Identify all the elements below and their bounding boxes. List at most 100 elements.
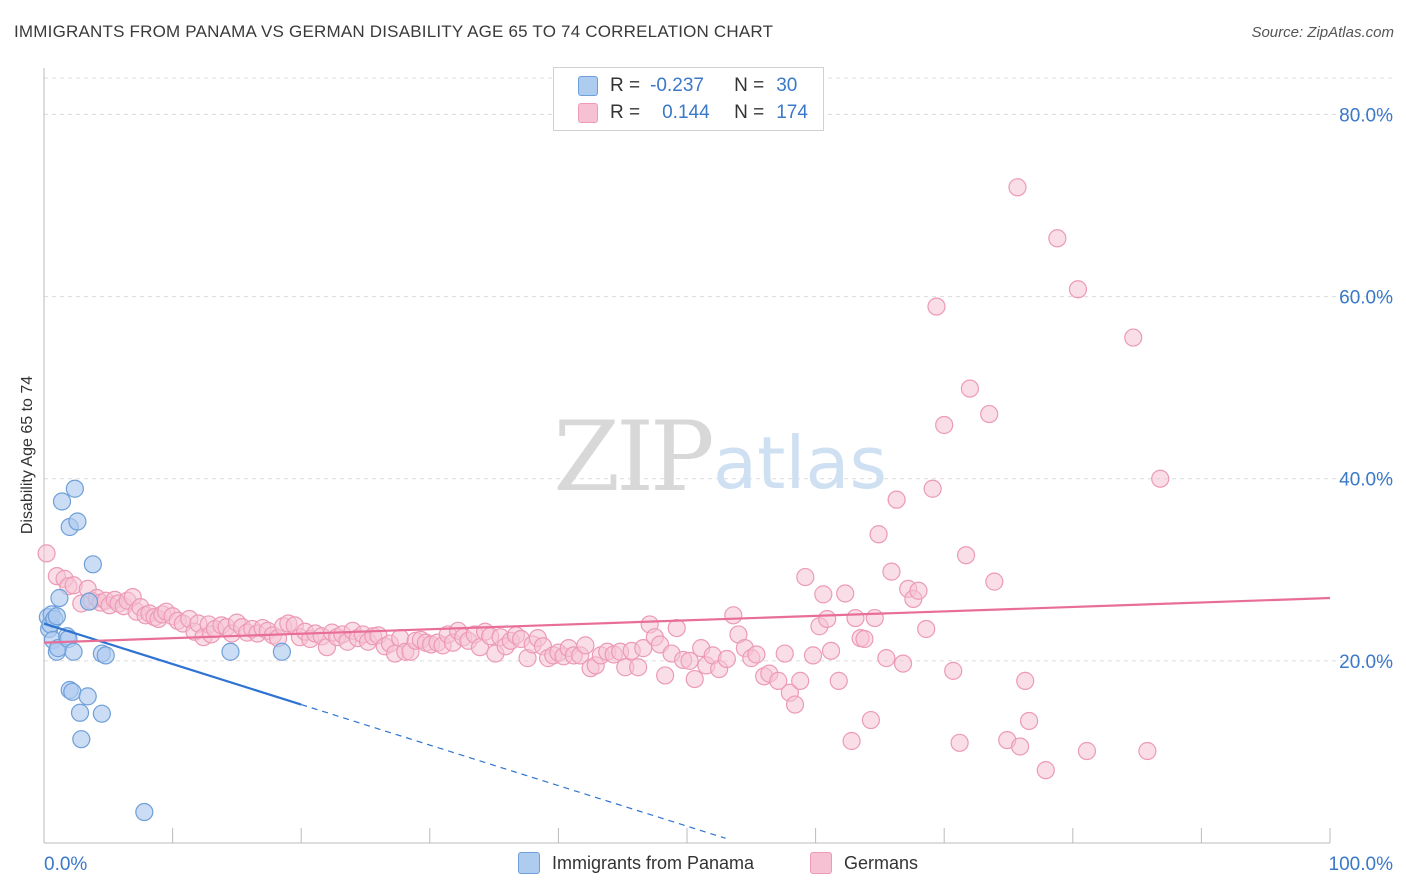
germans-point bbox=[667, 618, 686, 638]
legend-n-value-panama: 30 bbox=[776, 75, 798, 96]
source-label: Source: ZipAtlas.com bbox=[1251, 24, 1394, 41]
legend-n-label: N = bbox=[734, 102, 765, 123]
germans-point bbox=[935, 415, 954, 435]
panama-point bbox=[272, 642, 292, 661]
legend-swatch-blue bbox=[578, 76, 598, 96]
panama-point bbox=[64, 642, 83, 661]
germans-point bbox=[960, 379, 980, 398]
germans-point bbox=[887, 490, 906, 509]
y-tick-label: 20.0% bbox=[1339, 652, 1393, 673]
germans-point bbox=[1008, 178, 1027, 197]
panama-point bbox=[135, 802, 154, 822]
panama-point bbox=[52, 492, 72, 511]
germans-point bbox=[1010, 737, 1030, 756]
germans-point bbox=[791, 671, 810, 690]
germans-point bbox=[923, 479, 942, 498]
germans-point bbox=[1016, 671, 1035, 690]
watermark-zip: ZIP bbox=[553, 401, 712, 513]
legend-swatch-blue bbox=[518, 852, 540, 874]
legend-row-germans: R = 0.144 N = 174 bbox=[578, 101, 808, 125]
germans-point bbox=[877, 649, 896, 668]
legend-r-label: R = bbox=[610, 75, 641, 96]
germans-point bbox=[724, 606, 743, 625]
germans-point bbox=[785, 695, 805, 714]
germans-point bbox=[1151, 469, 1170, 488]
germans-point bbox=[1138, 741, 1157, 761]
germans-point bbox=[861, 710, 880, 730]
watermark-atlas: atlas bbox=[713, 421, 887, 505]
germans-point bbox=[1077, 741, 1097, 761]
germans-point bbox=[37, 544, 56, 563]
germans-point bbox=[950, 733, 969, 752]
panama-point bbox=[92, 704, 111, 723]
germans-point bbox=[747, 645, 766, 664]
y-tick-label: 40.0% bbox=[1339, 470, 1393, 491]
panama-point bbox=[70, 703, 90, 722]
legend-r-value-germans: 0.144 bbox=[662, 102, 710, 123]
legend-swatch-pink bbox=[810, 852, 832, 874]
panama-points bbox=[38, 479, 292, 822]
y-tick-label: 80.0% bbox=[1339, 105, 1393, 126]
germans-points bbox=[37, 178, 1170, 780]
panama-point bbox=[83, 555, 102, 574]
panama-point bbox=[50, 588, 69, 608]
germans-point bbox=[980, 404, 999, 424]
panama-trend-extension bbox=[301, 703, 726, 839]
panama-point bbox=[96, 646, 115, 665]
germans-point bbox=[685, 669, 704, 689]
germans-trend-line bbox=[43, 596, 1331, 644]
germans-point bbox=[1036, 761, 1055, 780]
panama-point bbox=[65, 479, 84, 498]
panama-point bbox=[72, 730, 91, 749]
watermark: ZIP atlas bbox=[553, 401, 887, 513]
germans-point bbox=[717, 649, 736, 669]
germans-point bbox=[869, 525, 888, 544]
legend-r-label: R = bbox=[610, 102, 641, 123]
legend-row-panama: R = -0.237 N = 30 bbox=[578, 74, 797, 98]
legend-swatch-pink bbox=[578, 103, 598, 123]
germans-point bbox=[814, 585, 833, 604]
germans-point bbox=[656, 666, 675, 685]
series-legend: Immigrants from Panama Germans bbox=[0, 852, 1406, 876]
germans-point bbox=[927, 297, 946, 316]
germans-point bbox=[917, 619, 936, 639]
germans-point bbox=[882, 562, 901, 581]
panama-point bbox=[47, 607, 66, 626]
germans-point bbox=[909, 581, 928, 600]
germans-point bbox=[956, 546, 976, 565]
germans-point bbox=[846, 608, 865, 628]
chart-title: IMMIGRANTS FROM PANAMA VS GERMAN DISABIL… bbox=[14, 22, 774, 41]
panama-point bbox=[68, 512, 87, 531]
gridlines bbox=[44, 77, 1392, 662]
panama-point bbox=[63, 682, 82, 701]
legend-item-panama[interactable]: Immigrants from Panama bbox=[518, 852, 754, 874]
panama-trend-line bbox=[43, 622, 302, 706]
germans-point bbox=[865, 608, 884, 628]
germans-point bbox=[1048, 229, 1067, 248]
legend-label-panama: Immigrants from Panama bbox=[552, 852, 755, 873]
germans-point bbox=[893, 654, 913, 673]
x-tick-label: 0.0% bbox=[44, 854, 87, 875]
germans-point bbox=[796, 567, 815, 587]
germans-point bbox=[818, 609, 837, 629]
germans-point bbox=[803, 646, 823, 665]
x-tick-label: 100.0% bbox=[1329, 854, 1394, 875]
axes bbox=[43, 68, 1331, 844]
legend-n-value-germans: 174 bbox=[776, 102, 808, 123]
legend-r-value-panama: -0.237 bbox=[650, 75, 704, 96]
germans-point bbox=[576, 636, 595, 655]
germans-point bbox=[680, 651, 699, 670]
germans-point bbox=[1019, 711, 1039, 731]
tick-labels: 20.0% 40.0% 60.0% 80.0% 0.0% 100.0% bbox=[44, 105, 1393, 875]
germans-point bbox=[775, 644, 794, 663]
panama-point bbox=[79, 592, 99, 611]
germans-point bbox=[1068, 280, 1088, 299]
germans-point bbox=[821, 641, 841, 660]
legend-label-germans: Germans bbox=[844, 852, 919, 873]
legend-n-label: N = bbox=[734, 75, 765, 96]
y-tick-label: 60.0% bbox=[1339, 288, 1393, 309]
germans-point bbox=[829, 671, 848, 690]
germans-point bbox=[836, 584, 855, 603]
legend-item-germans[interactable]: Germans bbox=[810, 852, 918, 874]
